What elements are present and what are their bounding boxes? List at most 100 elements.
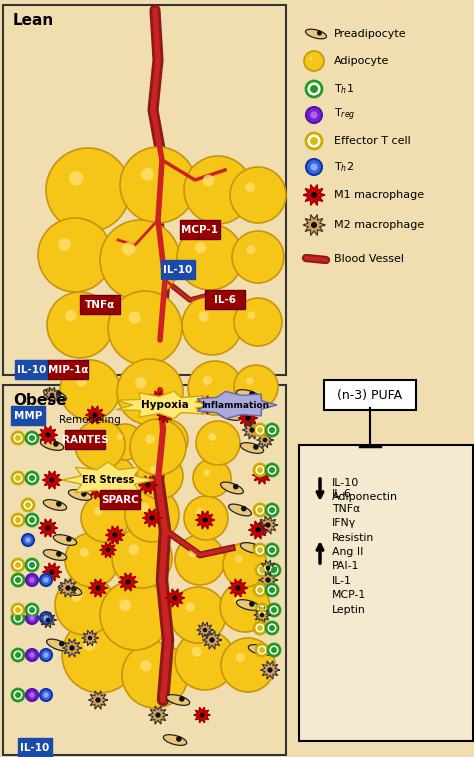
Circle shape <box>310 164 318 170</box>
Polygon shape <box>59 579 77 597</box>
Circle shape <box>310 57 313 60</box>
Circle shape <box>269 547 275 553</box>
Circle shape <box>311 222 317 228</box>
Circle shape <box>12 472 24 484</box>
Circle shape <box>130 419 186 475</box>
Polygon shape <box>148 391 167 409</box>
Text: Hypoxia: Hypoxia <box>141 400 189 410</box>
Circle shape <box>12 604 24 616</box>
Circle shape <box>106 469 113 475</box>
Circle shape <box>230 167 286 223</box>
Polygon shape <box>116 391 217 419</box>
Polygon shape <box>197 622 213 637</box>
Circle shape <box>257 625 263 631</box>
Circle shape <box>310 111 318 119</box>
Text: IL-10: IL-10 <box>18 365 46 375</box>
Polygon shape <box>196 396 214 414</box>
Circle shape <box>271 607 277 613</box>
Circle shape <box>269 625 275 631</box>
Circle shape <box>25 502 31 508</box>
Circle shape <box>15 652 21 658</box>
Circle shape <box>235 585 241 590</box>
Text: T$_{reg}$: T$_{reg}$ <box>334 107 356 123</box>
Text: IL-6
TNFα
IFNγ
Resistin
Ang II
PAI-1
IL-1
MCP-1
Leptin: IL-6 TNFα IFNγ Resistin Ang II PAI-1 IL-… <box>332 489 374 615</box>
Ellipse shape <box>164 734 187 746</box>
Ellipse shape <box>306 30 327 39</box>
Circle shape <box>135 377 146 388</box>
Circle shape <box>246 377 254 385</box>
Circle shape <box>26 432 38 444</box>
Circle shape <box>310 137 318 145</box>
Circle shape <box>117 434 123 440</box>
Circle shape <box>311 192 317 198</box>
Text: IL-10
Adiponectin: IL-10 Adiponectin <box>332 478 398 503</box>
Text: M1 macrophage: M1 macrophage <box>334 190 424 200</box>
Text: IL-10: IL-10 <box>20 743 50 753</box>
Polygon shape <box>258 516 277 534</box>
Circle shape <box>80 548 89 557</box>
Circle shape <box>29 475 35 481</box>
Circle shape <box>259 607 265 613</box>
Circle shape <box>163 413 167 417</box>
Circle shape <box>175 630 235 690</box>
Text: M2 macrophage: M2 macrophage <box>334 220 424 230</box>
Circle shape <box>203 175 214 186</box>
Circle shape <box>266 424 278 436</box>
Circle shape <box>211 435 216 441</box>
Ellipse shape <box>43 500 67 510</box>
Circle shape <box>43 615 49 621</box>
Circle shape <box>268 564 280 576</box>
Circle shape <box>65 533 119 587</box>
Circle shape <box>15 562 21 568</box>
Circle shape <box>29 435 35 441</box>
Circle shape <box>81 494 129 542</box>
Circle shape <box>40 574 52 586</box>
Circle shape <box>15 517 21 523</box>
Circle shape <box>56 551 62 556</box>
Circle shape <box>234 298 282 346</box>
Circle shape <box>88 636 92 640</box>
Circle shape <box>193 459 231 497</box>
Circle shape <box>203 375 212 385</box>
Polygon shape <box>123 491 141 509</box>
Circle shape <box>254 424 266 436</box>
Circle shape <box>196 508 203 516</box>
Circle shape <box>12 559 24 571</box>
Polygon shape <box>197 391 277 419</box>
Circle shape <box>76 376 87 387</box>
Circle shape <box>46 618 50 622</box>
Ellipse shape <box>248 645 272 656</box>
Text: T$_h$2: T$_h$2 <box>334 160 354 174</box>
Circle shape <box>40 689 52 701</box>
Circle shape <box>306 133 322 149</box>
Circle shape <box>43 693 49 698</box>
Circle shape <box>53 441 59 447</box>
Polygon shape <box>257 432 273 447</box>
Circle shape <box>65 585 71 590</box>
Circle shape <box>122 242 136 256</box>
FancyBboxPatch shape <box>100 490 140 509</box>
Circle shape <box>271 647 277 653</box>
FancyBboxPatch shape <box>161 260 195 279</box>
Circle shape <box>202 426 234 458</box>
Circle shape <box>257 507 263 513</box>
Text: Obese: Obese <box>13 393 67 408</box>
Circle shape <box>176 736 182 742</box>
Ellipse shape <box>237 390 260 400</box>
Circle shape <box>173 595 178 600</box>
Ellipse shape <box>58 584 82 595</box>
Circle shape <box>256 564 268 576</box>
Polygon shape <box>254 607 270 623</box>
Circle shape <box>140 503 149 512</box>
Polygon shape <box>38 426 57 444</box>
Circle shape <box>223 543 267 587</box>
Circle shape <box>202 517 208 522</box>
Polygon shape <box>248 521 267 539</box>
Circle shape <box>195 242 206 254</box>
Circle shape <box>271 567 277 573</box>
Circle shape <box>256 604 268 616</box>
Circle shape <box>25 537 31 543</box>
Text: ER Stress: ER Stress <box>82 475 134 485</box>
Circle shape <box>120 147 196 223</box>
Circle shape <box>26 559 38 571</box>
